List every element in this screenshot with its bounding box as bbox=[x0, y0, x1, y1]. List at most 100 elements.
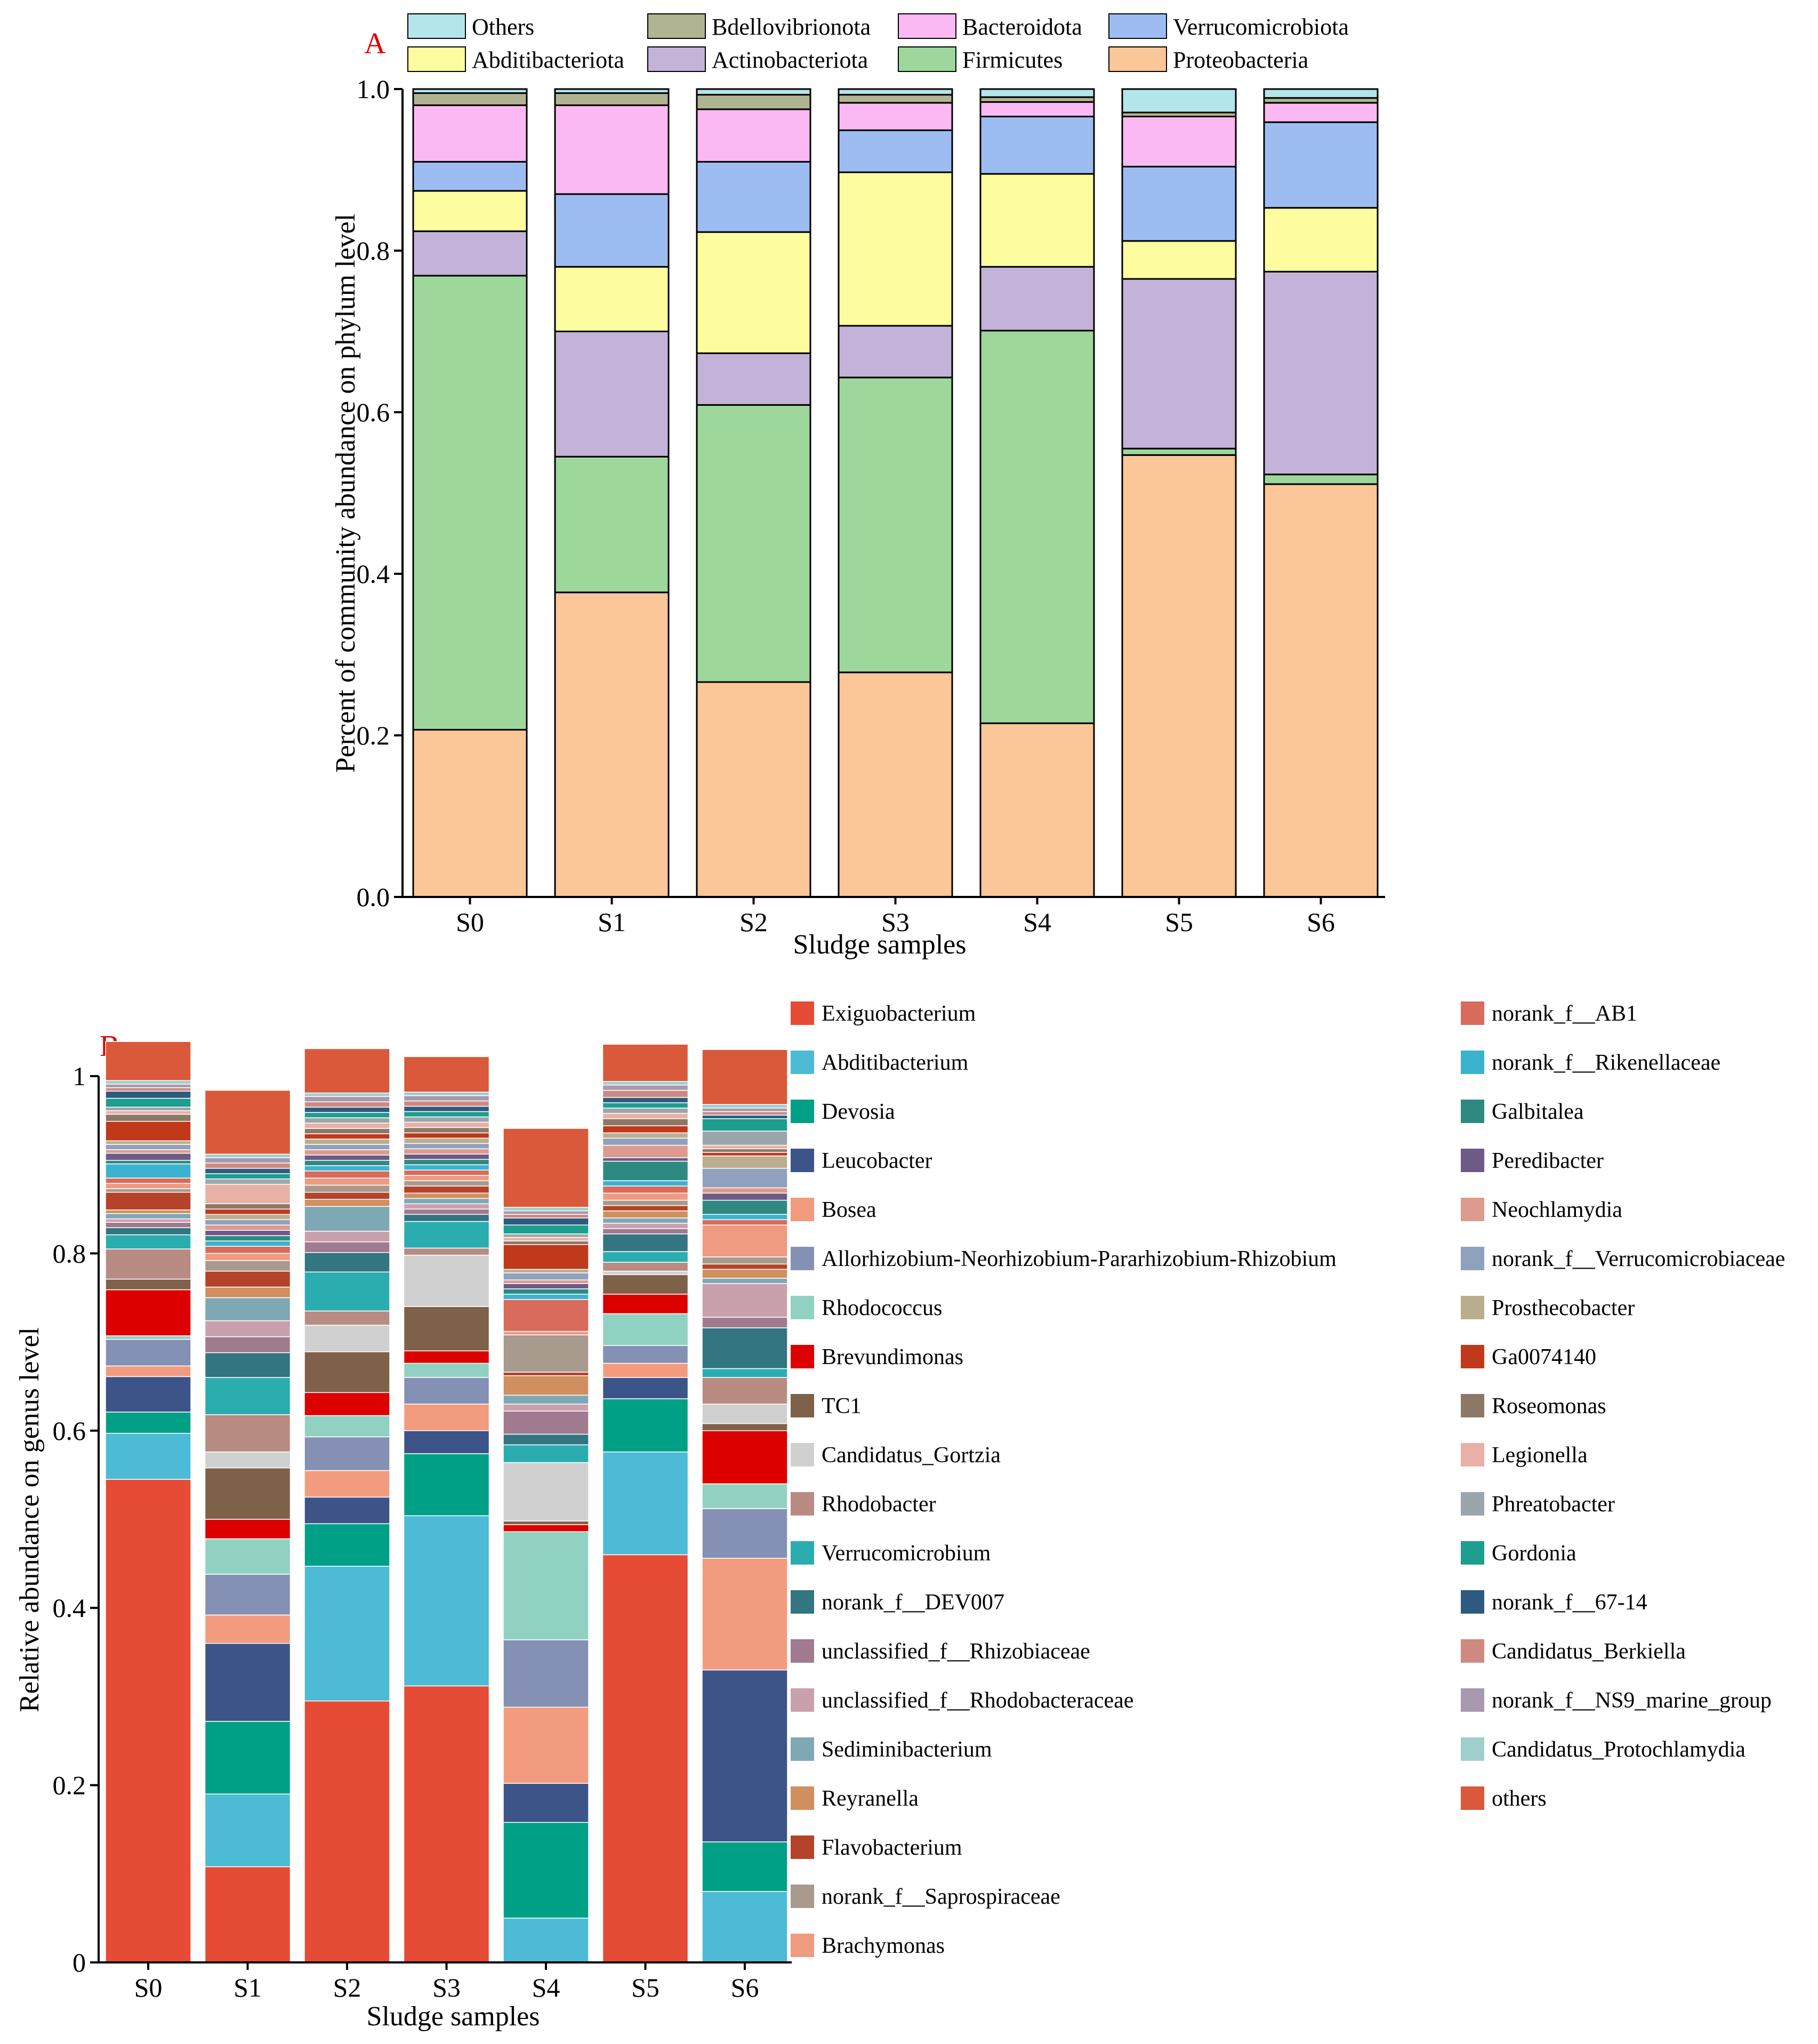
bar-s5-norank-f-verrucomicrobiaceae bbox=[602, 1137, 689, 1146]
genus-bars bbox=[105, 1041, 788, 1963]
bar-s2-bdellovibrionota bbox=[696, 94, 811, 110]
bar-s5-candidatus-gortzia bbox=[602, 1270, 689, 1276]
legend-label-galbitalea: Galbitalea bbox=[1492, 1100, 1584, 1124]
bar-s5-bosea bbox=[602, 1362, 689, 1378]
bar-s2-others bbox=[696, 88, 811, 96]
phylum-bars bbox=[412, 88, 1379, 898]
bar-s2-neochlamydia bbox=[304, 1149, 390, 1156]
bar-s6-tc1 bbox=[702, 1423, 788, 1431]
bar-s1-unclassified-f-rhizobiaceae bbox=[204, 1336, 291, 1353]
bar-s5-unclassified-f-rhizobiaceae bbox=[602, 1228, 689, 1235]
bar-s1-verrucomicrobiota bbox=[554, 193, 670, 268]
bar-s1-bosea bbox=[204, 1614, 291, 1644]
bar-s6-rhodococcus bbox=[702, 1483, 788, 1509]
y-tick-label: 0.8 bbox=[357, 236, 390, 266]
bar-s2-norank-f-dev007 bbox=[304, 1252, 390, 1273]
bar-s6-others bbox=[1263, 88, 1379, 99]
genus-y-ticks: 0 0.2 0.4 0.6 0.8 1 bbox=[53, 1061, 99, 1977]
bar-s5-tc1 bbox=[602, 1274, 689, 1295]
bar-s2-exiguobacterium bbox=[304, 1700, 390, 1963]
bar-s6-brachymonas bbox=[702, 1224, 788, 1257]
bar-s1-norank-f-saprospiraceae bbox=[204, 1260, 291, 1272]
bar-s5-brachymonas bbox=[602, 1192, 689, 1201]
legend-label-gordonia: Gordonia bbox=[1492, 1541, 1576, 1566]
bar-s0-others bbox=[412, 88, 528, 94]
bar-s0-ga0074140 bbox=[105, 1121, 191, 1142]
bar-s4-unclassified-f-rhizobiaceae bbox=[503, 1410, 589, 1435]
bar-s2-rhodobacter bbox=[304, 1310, 390, 1326]
bar-s0-galbitalea bbox=[105, 1160, 191, 1165]
phylum-y-ticks: 0.0 0.2 0.4 0.6 0.8 1.0 bbox=[357, 74, 403, 912]
legend-label-candidatus-berkiella: Candidatus_Berkiella bbox=[1492, 1639, 1686, 1664]
bar-s1-exiguobacterium bbox=[204, 1866, 291, 1963]
legend-swatch-rhodobacter bbox=[791, 1492, 814, 1516]
x-tick-label-s6: S6 bbox=[731, 1973, 759, 2002]
bar-s3-bacteroidota bbox=[838, 102, 953, 131]
bar-s6-norank-f-dev007 bbox=[702, 1327, 788, 1369]
bar-s2-norank-f-verrucomicrobiaceae bbox=[304, 1144, 390, 1150]
bar-s5-brevundimonas bbox=[602, 1294, 689, 1314]
legend-label-candidatus-protochlamydia: Candidatus_Protochlamydia bbox=[1492, 1737, 1745, 1762]
bar-s5-proteobacteria bbox=[1121, 454, 1237, 898]
x-tick-label-s2: S2 bbox=[739, 907, 768, 937]
legend-swatch-candidatus-gortzia bbox=[791, 1443, 814, 1466]
y-tick-label: 0 bbox=[73, 1947, 86, 1977]
bar-s4-verrucomicrobiota bbox=[979, 116, 1095, 175]
legend-label-ga0074140: Ga0074140 bbox=[1492, 1345, 1596, 1369]
legend-swatch-others bbox=[1461, 1786, 1484, 1810]
legend-label-candidatus-gortzia: Candidatus_Gortzia bbox=[822, 1443, 1001, 1468]
bar-s3-norank-f-ns9-marine-group bbox=[403, 1095, 490, 1102]
bar-s0-peredibacter bbox=[105, 1152, 191, 1161]
bar-s5-rhodobacter bbox=[602, 1262, 689, 1272]
bar-s3-exiguobacterium bbox=[403, 1685, 490, 1963]
legend-label-flavobacterium: Flavobacterium bbox=[822, 1835, 962, 1860]
bar-s5-sediminibacterium bbox=[602, 1217, 689, 1224]
bar-s4-firmicutes bbox=[979, 330, 1095, 724]
bar-s5-galbitalea bbox=[602, 1160, 689, 1181]
bar-s6-candidatus-berkiella bbox=[702, 1111, 788, 1116]
x-tick-label-s1: S1 bbox=[598, 907, 626, 937]
legend-swatch-gordonia bbox=[1461, 1541, 1484, 1565]
bar-s1-allorhizobium-neorhizobium-pararhizobium-rhizobium bbox=[204, 1574, 291, 1616]
bar-s4-gordonia bbox=[503, 1224, 589, 1235]
genus-legend: Exiguobacterium Abditibacterium Devosia Leu… bbox=[791, 1001, 1785, 1958]
bar-s0-others bbox=[105, 1041, 191, 1081]
bar-s6-reyranella bbox=[702, 1269, 788, 1279]
bar-s5-firmicutes bbox=[1121, 447, 1237, 456]
legend-swatch-norank-f-dev007 bbox=[791, 1590, 814, 1614]
legend-swatch-leucobacter bbox=[791, 1149, 814, 1172]
bar-s6-sediminibacterium bbox=[702, 1278, 788, 1284]
legend-swatch-galbitalea bbox=[1461, 1100, 1484, 1123]
bar-s0-norank-f-67-14 bbox=[105, 1091, 191, 1099]
bar-s1-peredibacter bbox=[204, 1230, 291, 1236]
bar-s5-norank-f-dev007 bbox=[602, 1233, 689, 1252]
bar-s5-flavobacterium bbox=[602, 1205, 689, 1212]
bar-s5-exiguobacterium bbox=[602, 1554, 689, 1963]
bar-s1-prosthecobacter bbox=[204, 1214, 291, 1220]
bar-s3-allorhizobium-neorhizobium-pararhizobium-rhizobium bbox=[403, 1377, 490, 1405]
legend-swatch-legionella bbox=[1461, 1443, 1484, 1466]
bar-s6-firmicutes bbox=[1263, 474, 1379, 485]
bar-s5-leucobacter bbox=[602, 1377, 689, 1399]
bar-s2-peredibacter bbox=[304, 1155, 390, 1161]
bar-s0-gordonia bbox=[105, 1097, 191, 1108]
bar-s4-norank-f-verrucomicrobiaceae bbox=[503, 1272, 589, 1281]
bar-s4-bosea bbox=[503, 1706, 589, 1784]
bar-s0-norank-f-ab1 bbox=[105, 1177, 191, 1184]
panel-a-letter: A bbox=[364, 27, 386, 60]
bar-s6-verrucomicrobiota bbox=[1263, 121, 1379, 209]
bar-s4-norank-f-ab1 bbox=[503, 1299, 589, 1332]
bar-s6-neochlamydia bbox=[702, 1187, 788, 1194]
bar-s6-abditibacterium bbox=[702, 1891, 788, 1963]
bar-s4-abditibacterium bbox=[503, 1918, 589, 1963]
bar-s1-proteobacteria bbox=[554, 591, 670, 898]
bar-s5-neochlamydia bbox=[602, 1144, 689, 1158]
y-tick-label: 1 bbox=[73, 1061, 86, 1091]
bar-s2-gordonia bbox=[304, 1112, 390, 1118]
bar-s6-candidatus-gortzia bbox=[702, 1404, 788, 1424]
bar-s0-bosea bbox=[105, 1365, 191, 1377]
bar-s0-abditibacteriota bbox=[412, 190, 528, 233]
bar-s1-rhodococcus bbox=[204, 1538, 291, 1575]
genus-axes bbox=[98, 1076, 792, 1963]
bar-s1-galbitalea bbox=[204, 1235, 291, 1241]
